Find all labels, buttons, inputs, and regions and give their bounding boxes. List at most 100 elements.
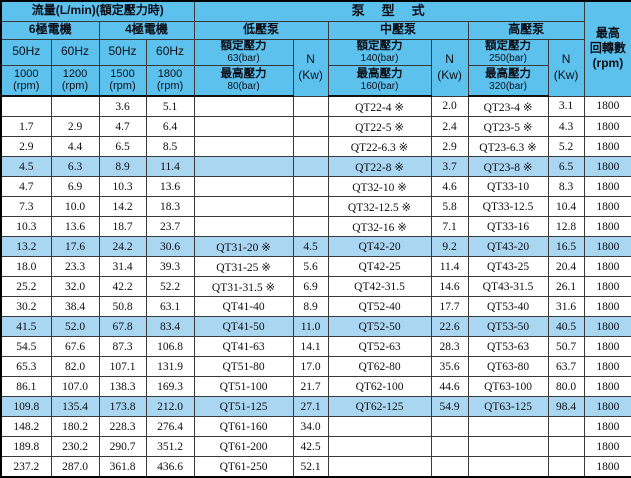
mid-pump-model-cell: QT32-10 ※	[327, 176, 432, 197]
mid-pump-power-cell: 28.3	[430, 336, 469, 357]
table-row: 4.5 6.3 8.9 11.4 QT22-8 ※ 3.7 QT23-8 ※ 6.5 1800	[0, 156, 631, 177]
flow-4pole-50hz-cell: 138.3	[98, 376, 147, 397]
high-pump-power-cell	[547, 416, 585, 437]
table-row: 86.1 107.0 138.3 169.3 QT51-100 21.7 QT62-100 4…	[0, 376, 631, 397]
flow-4pole-50hz-cell: 14.2	[98, 196, 147, 217]
mid-pump-model-cell: QT62-80	[327, 356, 432, 377]
low-pump-power-cell	[292, 176, 329, 197]
flow-6pole-50hz-cell: 65.3	[0, 356, 52, 377]
flow-4pole-50hz-cell: 4.7	[98, 116, 147, 137]
flow-4pole-50hz-cell: 42.2	[98, 276, 147, 297]
mid-pump-power-cell: 9.2	[430, 236, 469, 257]
table-row: 18.0 23.3 31.4 39.3 QT31-25 ※ 5.6 QT42-25 11.4 Q…	[0, 256, 631, 277]
high-pump-power-cell: 40.5	[547, 316, 585, 337]
low-pump-power-cell: 21.7	[292, 376, 329, 397]
high-pump-model-cell: QT23-5 ※	[467, 116, 549, 137]
low-pump-power-cell: 14.1	[292, 336, 329, 357]
flow-4pole-60hz-cell: 6.4	[145, 116, 195, 137]
flow-6pole-60hz-cell: 6.9	[50, 176, 100, 197]
mid-pump-model-cell: QT52-40	[327, 296, 432, 317]
speed-4pole-60hz: 1800 (rpm)	[145, 64, 195, 97]
flow-4pole-50hz-cell: 18.7	[98, 216, 147, 237]
speed-value: 1500	[110, 68, 135, 81]
max-speed-cell: 1800	[583, 376, 631, 397]
speed-4pole-50hz: 1500 (rpm)	[98, 64, 147, 97]
max-speed-cell: 1800	[583, 396, 631, 417]
speed-value: 1200	[62, 68, 88, 81]
low-pump-power-cell: 6.9	[292, 276, 329, 297]
max-speed-cell: 1800	[583, 416, 631, 437]
mid-pump-model-cell: QT52-50	[327, 316, 432, 337]
low-pump-power-cell	[292, 116, 329, 137]
flow-4pole-60hz-cell: 106.8	[145, 336, 195, 357]
high-power-header: N (Kw)	[547, 38, 585, 97]
high-pump-power-cell: 16.5	[547, 236, 585, 257]
max-speed-cell: 1800	[583, 256, 631, 277]
mid-pump-power-cell	[430, 416, 469, 437]
high-rated-value: 250(bar)	[489, 52, 527, 64]
max-speed-cell: 1800	[583, 216, 631, 237]
flow-6pole-50hz-cell: 30.2	[0, 296, 52, 317]
high-pump-power-cell: 5.2	[547, 136, 585, 157]
high-pump-model-cell: QT63-125	[467, 396, 549, 417]
table-row: 109.8 135.4 173.8 212.0 QT51-125 27.1 QT62-125…	[0, 396, 631, 417]
low-rated-label: 額定壓力	[220, 40, 267, 53]
mid-pump-model-cell: QT62-100	[327, 376, 432, 397]
table-row: 4.7 6.9 10.3 13.6 QT32-10 ※ 4.6 QT33-10 8.3 1800	[0, 176, 631, 197]
flow-4pole-50hz-cell: 228.3	[98, 416, 147, 437]
flow-6pole-50hz-cell: 4.7	[0, 176, 52, 197]
mid-pump-power-cell: 2.9	[430, 136, 469, 157]
speed-6pole-60hz: 1200 (rpm)	[50, 64, 100, 97]
low-max-value: 80(bar)	[227, 81, 260, 93]
high-pump-model-cell: QT43-31.5	[467, 276, 549, 297]
high-pump-model-cell: QT43-20	[467, 236, 549, 257]
mid-pump-power-cell: 7.1	[430, 216, 469, 237]
low-pump-power-cell	[292, 136, 329, 157]
speed-unit: (rpm)	[156, 80, 184, 93]
max-speed-cell: 1800	[583, 316, 631, 337]
flow-4pole-60hz-cell: 212.0	[145, 396, 195, 417]
high-max-pressure-header: 最高壓力 320(bar)	[467, 64, 549, 97]
flow-4pole-60hz-cell: 83.4	[145, 316, 195, 337]
high-pump-power-cell: 80.0	[547, 376, 585, 397]
low-pump-model-cell: QT31-31.5 ※	[193, 276, 294, 297]
table-row: 3.6 5.1 QT22-4 ※ 2.0 QT23-4 ※ 3.1 1800	[0, 95, 631, 117]
low-pump-header: 低壓泵	[193, 20, 329, 40]
low-pump-model-cell	[193, 216, 294, 237]
mid-pump-power-cell: 2.0	[430, 95, 469, 117]
flow-6pole-50hz-cell: 4.5	[0, 156, 52, 177]
high-pump-power-cell: 10.4	[547, 196, 585, 217]
flow-6pole-60hz-cell: 107.0	[50, 376, 100, 397]
high-rated-pressure-header: 額定壓力 250(bar)	[467, 38, 549, 66]
flow-4pole-50hz-cell: 8.9	[98, 156, 147, 177]
flow-6pole-60hz-cell: 4.4	[50, 136, 100, 157]
flow-6pole-60hz-cell: 67.6	[50, 336, 100, 357]
low-pump-power-cell: 4.5	[292, 236, 329, 257]
mid-pump-power-cell: 2.4	[430, 116, 469, 137]
freq-6pole-50hz: 50Hz	[0, 38, 52, 66]
high-max-value: 320(bar)	[489, 81, 527, 93]
low-pump-model-cell: QT31-20 ※	[193, 236, 294, 257]
low-pump-model-cell	[193, 196, 294, 217]
low-pump-power-cell: 8.9	[292, 296, 329, 317]
flow-4pole-60hz-cell: 30.6	[145, 236, 195, 257]
low-pump-model-cell	[193, 95, 294, 117]
flow-6pole-60hz-cell: 32.0	[50, 276, 100, 297]
flow-6pole-50hz-cell: 1.7	[0, 116, 52, 137]
high-pump-power-cell: 50.7	[547, 336, 585, 357]
low-rated-pressure-header: 額定壓力 63(bar)	[193, 38, 294, 66]
low-max-label: 最高壓力	[220, 68, 267, 81]
low-power-header: N (Kw)	[292, 38, 329, 97]
freq-4pole-50hz: 50Hz	[98, 38, 147, 66]
table-row: 2.9 4.4 6.5 8.5 QT22-6.3 ※ 2.9 QT23-6.3 ※ 5.2 18…	[0, 136, 631, 157]
flow-4pole-50hz-cell: 6.5	[98, 136, 147, 157]
high-pump-model-cell	[467, 436, 549, 457]
flow-6pole-60hz-cell: 135.4	[50, 396, 100, 417]
speed-unit: (rpm)	[109, 80, 136, 93]
flow-4pole-60hz-cell: 39.3	[145, 256, 195, 277]
flow-6pole-60hz-cell: 23.3	[50, 256, 100, 277]
low-pump-power-cell: 5.6	[292, 256, 329, 277]
mid-pump-power-cell	[430, 436, 469, 457]
low-pump-power-cell	[292, 196, 329, 217]
